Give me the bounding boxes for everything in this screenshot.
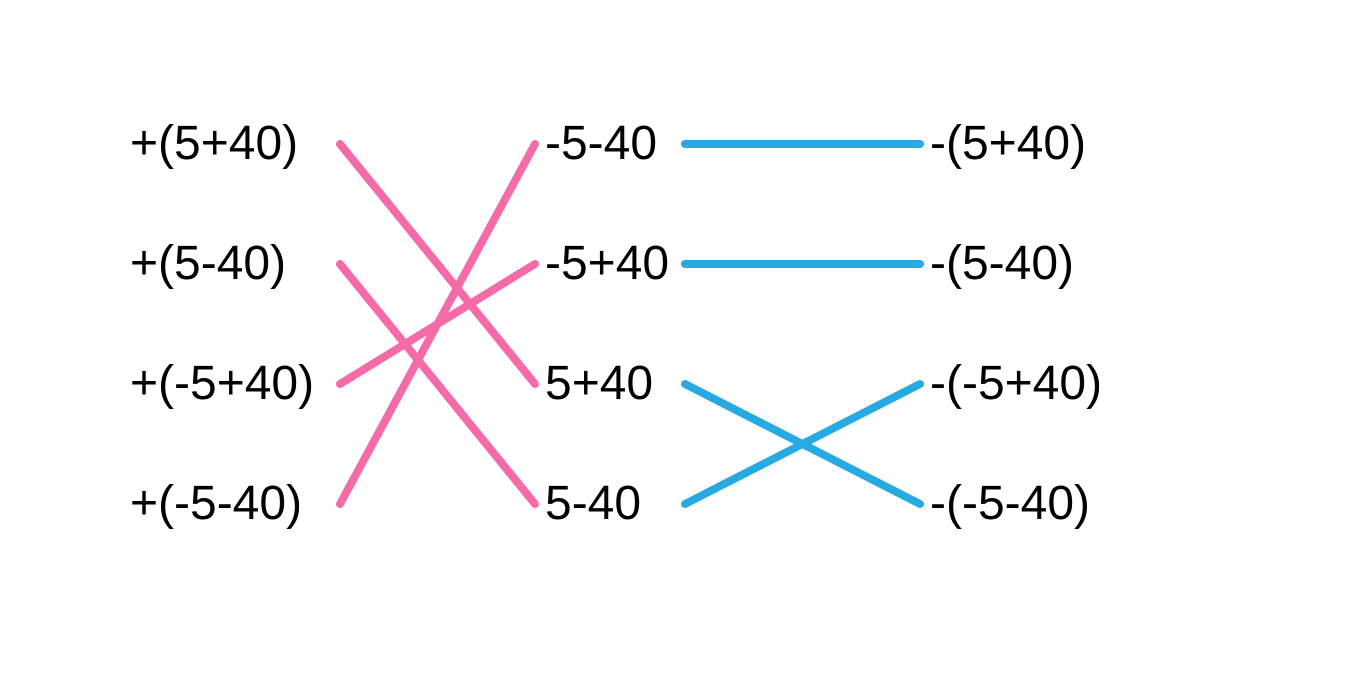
connection-line-0 bbox=[340, 144, 535, 384]
right-expr-1: -(5-40) bbox=[930, 240, 1074, 288]
left-expr-1: +(5-40) bbox=[130, 240, 286, 288]
left-expr-3: +(-5-40) bbox=[130, 480, 302, 528]
left-expr-0: +(5+40) bbox=[130, 120, 298, 168]
mid-expr-0: -5-40 bbox=[545, 120, 657, 168]
connection-line-1 bbox=[340, 264, 535, 504]
connection-lines-layer bbox=[0, 0, 1350, 680]
mid-expr-1: -5+40 bbox=[545, 240, 669, 288]
mid-expr-2: 5+40 bbox=[545, 360, 653, 408]
right-expr-2: -(-5+40) bbox=[930, 360, 1102, 408]
mid-expr-3: 5-40 bbox=[545, 480, 641, 528]
right-expr-3: -(-5-40) bbox=[930, 480, 1090, 528]
right-expr-0: -(5+40) bbox=[930, 120, 1086, 168]
left-expr-2: +(-5+40) bbox=[130, 360, 314, 408]
connection-line-3 bbox=[340, 144, 535, 504]
matching-diagram: +(5+40) +(5-40) +(-5+40) +(-5-40) -5-40 … bbox=[0, 0, 1350, 680]
